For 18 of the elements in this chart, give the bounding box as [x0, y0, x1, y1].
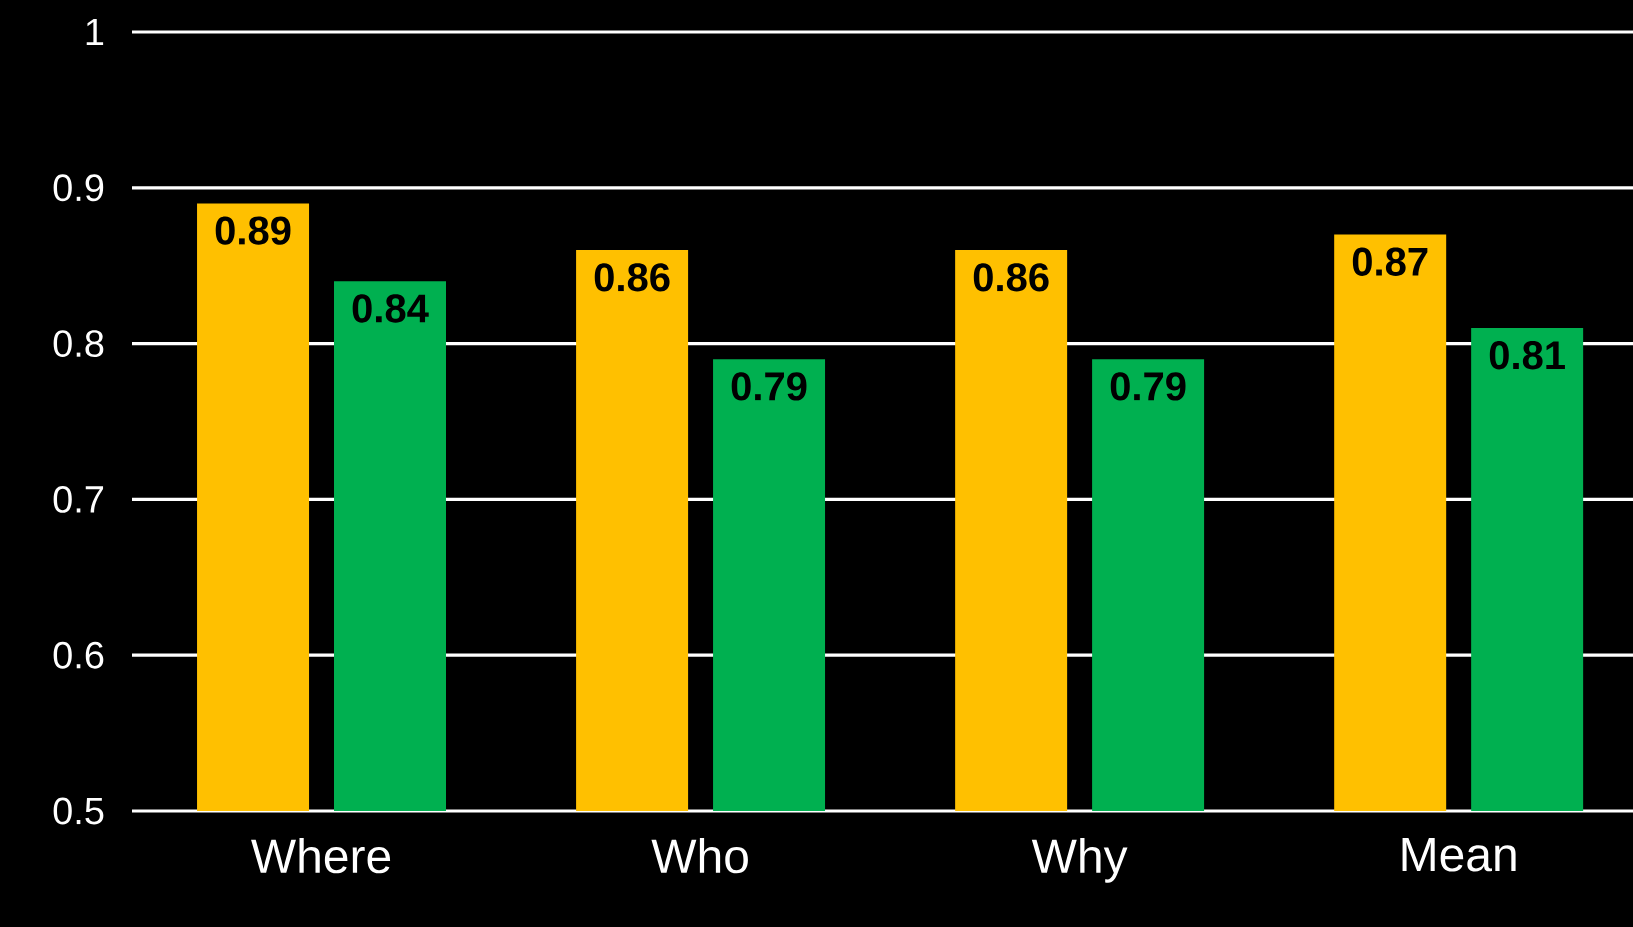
data-label: 0.79	[731, 372, 807, 401]
data-label: 0.81	[1489, 341, 1565, 370]
data-label: 0.89	[215, 216, 291, 245]
y-tick-label: 0.8	[53, 330, 104, 358]
x-tick-label: Where	[251, 838, 391, 874]
data-label: 0.86	[973, 263, 1049, 292]
x-tick-label: Who	[651, 838, 748, 874]
y-tick-label: 1	[86, 18, 104, 46]
y-tick-label: 0.7	[53, 485, 104, 513]
y-tick-label: 0.6	[53, 641, 104, 669]
data-label: 0.86	[594, 263, 670, 292]
x-tick-label: Mean	[1402, 838, 1516, 872]
data-label: 0.84	[352, 294, 429, 323]
y-tick-label: 0.5	[53, 797, 104, 825]
data-label: 0.87	[1352, 247, 1428, 276]
x-tick-label: Why	[1031, 838, 1128, 883]
data-label: 0.79	[1110, 372, 1186, 401]
y-tick-label: 0.9	[53, 174, 104, 202]
